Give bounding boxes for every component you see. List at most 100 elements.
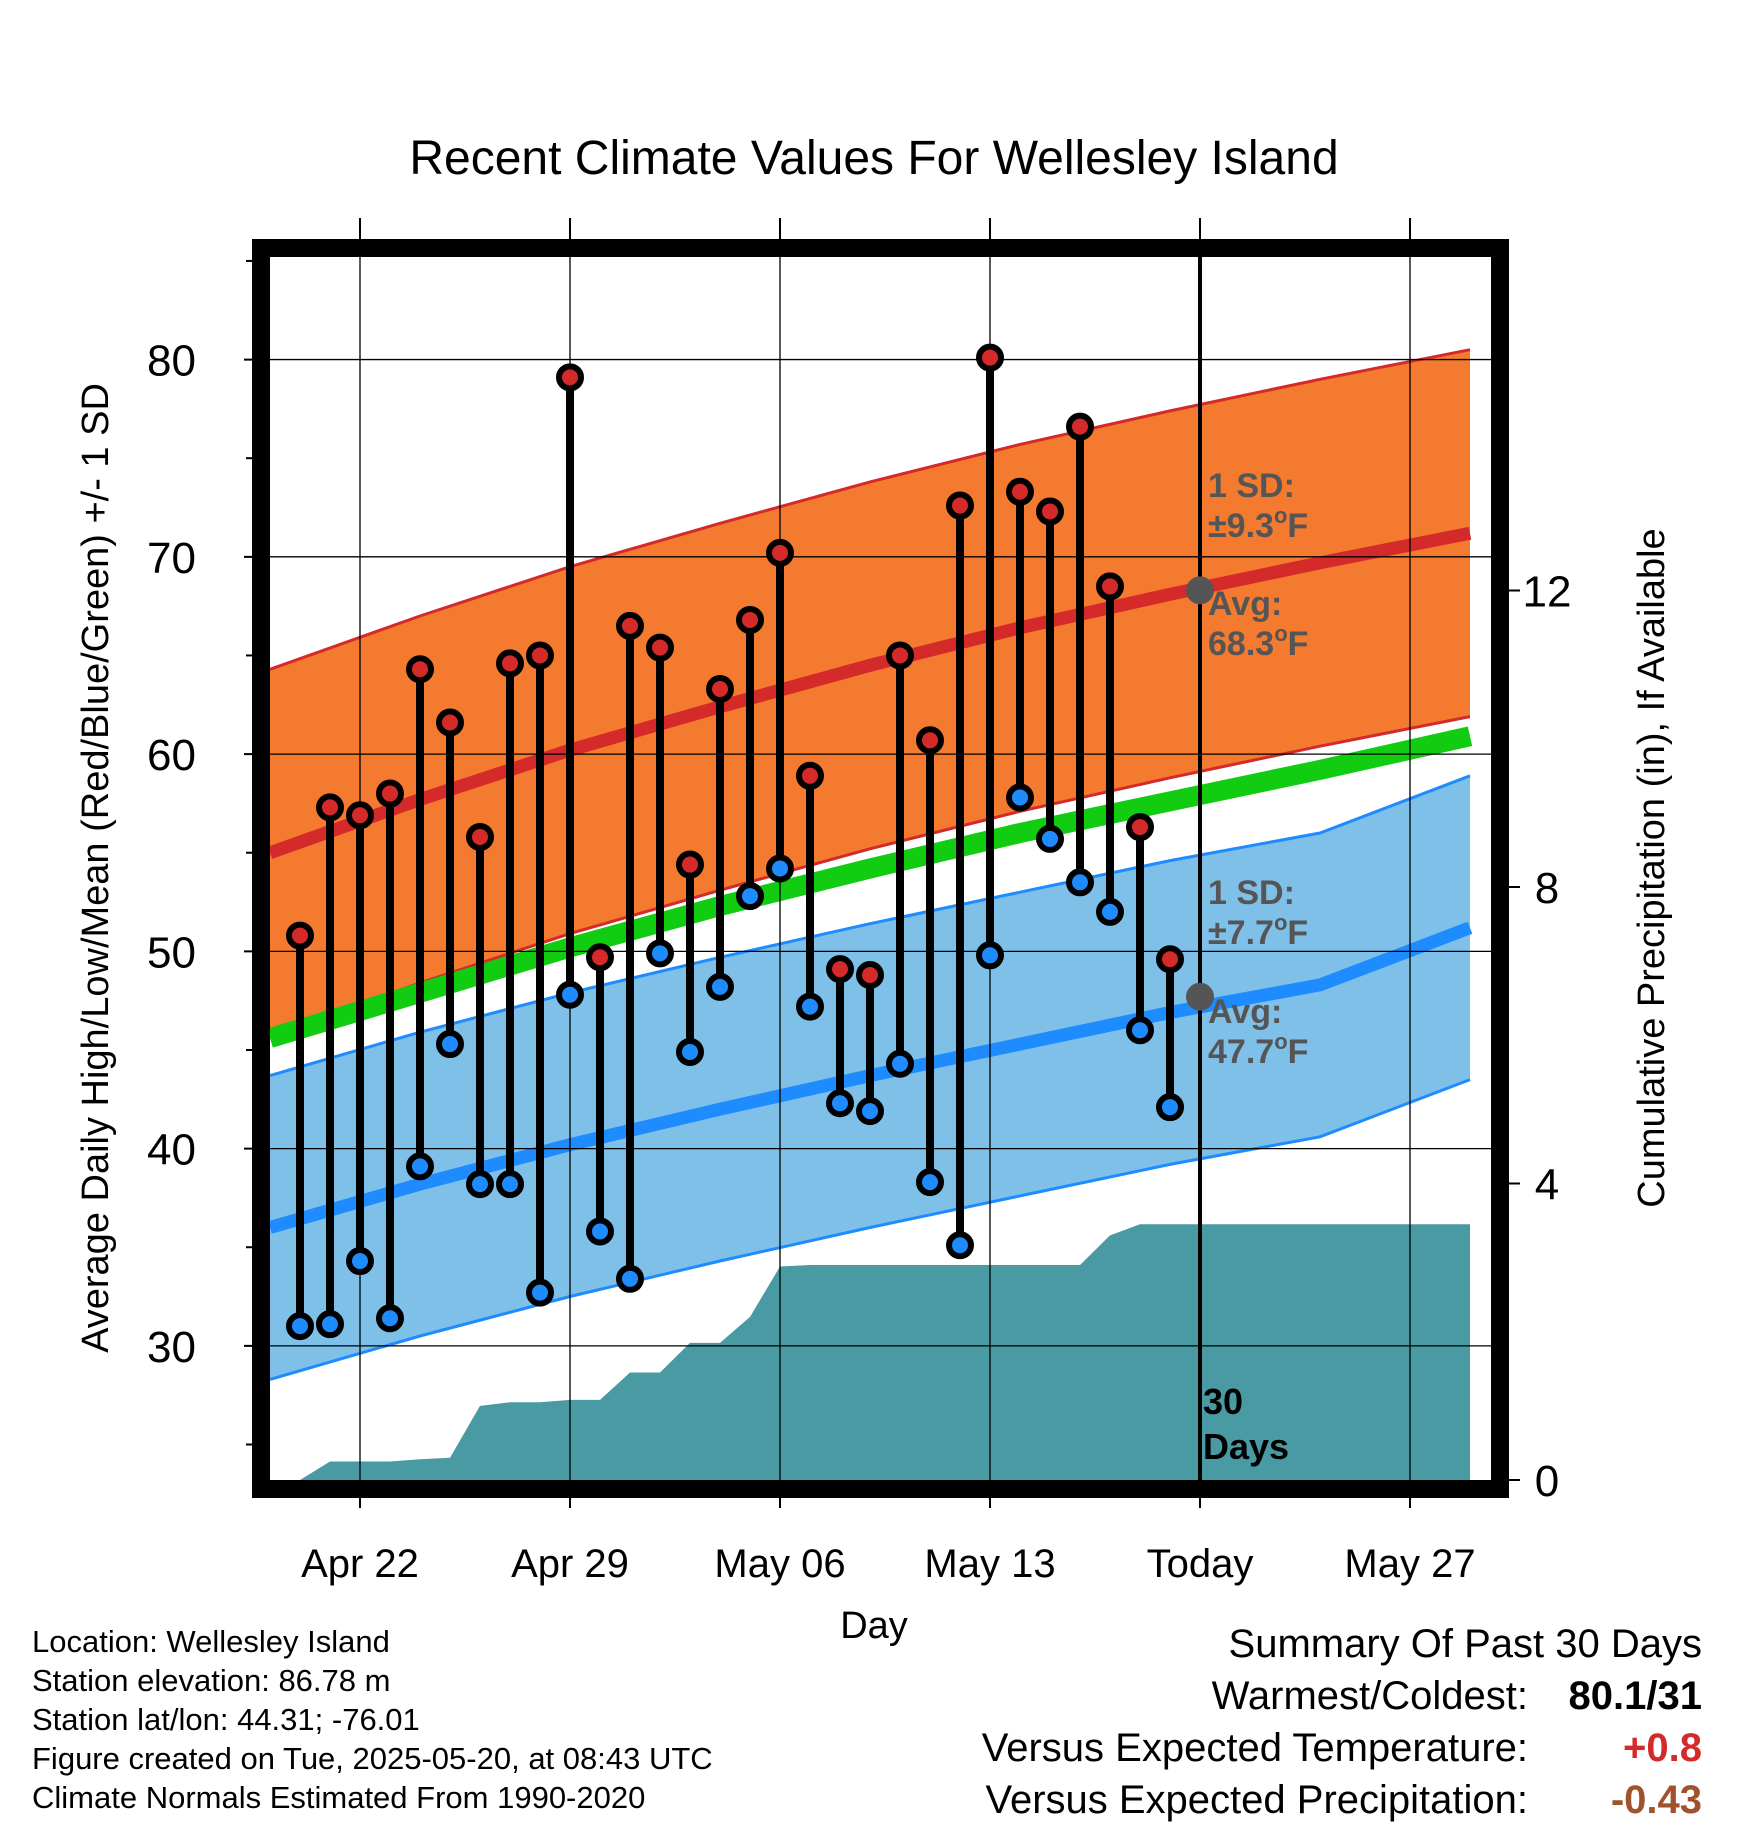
low-temp-dot — [466, 1170, 494, 1199]
low-temp-dot — [286, 1312, 314, 1341]
y2-tick-label: 12 — [1523, 568, 1572, 617]
low-avg-deg: o — [1274, 1029, 1287, 1054]
mean-normal-line — [267, 726, 1473, 1048]
high-sd-deg: o — [1274, 503, 1287, 528]
low-temp-dot — [346, 1247, 374, 1276]
y-tick-label: 80 — [147, 337, 196, 386]
low-temp-dot — [826, 1089, 854, 1118]
high-temp-dot — [946, 491, 974, 520]
high-temp-dot — [766, 538, 794, 567]
high-avg-value: 68.3oF — [1208, 621, 1308, 663]
chart-title: Recent Climate Values For Wellesley Isla… — [409, 132, 1338, 185]
low-temp-dot — [886, 1049, 914, 1078]
low-sd-upper-line — [269, 774, 1471, 1078]
warmest-coldest-value: 80.1/31 — [1568, 1674, 1702, 1718]
high-normal-line — [267, 526, 1472, 859]
y-tick-label: 70 — [147, 534, 196, 583]
low-avg-unit: F — [1288, 1033, 1309, 1071]
low-temp-dot — [646, 939, 674, 968]
days-label-number: 30 — [1203, 1381, 1243, 1422]
low-temp-dot — [316, 1310, 344, 1339]
latlon-text: Station lat/lon: 44.31; -76.01 — [32, 1702, 420, 1737]
high-temp-dot — [316, 793, 344, 822]
low-temp-dot — [436, 1030, 464, 1059]
low-sd-value: ±7.7oF — [1208, 910, 1308, 952]
axes: 30 40 50 60 70 80 0 4 8 12 Apr 22 Apr 29 May 06 May 1… — [147, 218, 1571, 1586]
high-temp-dot — [706, 674, 734, 703]
high-temp-dot — [526, 641, 554, 670]
high-temp-dot — [1066, 412, 1094, 441]
temp-departure-label: Versus Expected Temperature: — [981, 1726, 1528, 1770]
normal-annotations: 1 SD: ±9.3oF Avg: 68.3oF 1 SD: ±7.7oF Av… — [1203, 467, 1308, 1467]
low-sd-unit: F — [1287, 914, 1308, 952]
y2-tick-label: 8 — [1535, 864, 1559, 913]
low-temp-dot — [1036, 824, 1064, 853]
high-avg-unit: F — [1288, 625, 1309, 663]
x-tick-label: May 13 — [924, 1542, 1055, 1586]
precip-departure-label: Versus Expected Precipitation: — [985, 1778, 1528, 1822]
normals-text: Climate Normals Estimated From 1990-2020 — [32, 1780, 646, 1815]
high-avg-deg: o — [1274, 621, 1287, 646]
high-temp-dot — [1006, 477, 1034, 506]
summary-row-warmest: Warmest/Coldest: 80.1/31 — [802, 1670, 1702, 1722]
low-temp-dot — [1126, 1016, 1154, 1045]
high-temp-dot — [646, 633, 674, 662]
high-temp-dot — [466, 822, 494, 851]
high-temp-dot — [826, 955, 854, 984]
x-tick-label: May 27 — [1344, 1542, 1475, 1586]
high-temp-dot — [1096, 572, 1124, 601]
today-marker — [1186, 257, 1214, 1480]
summary-title: Summary Of Past 30 Days — [1228, 1622, 1702, 1666]
high-temp-dot — [436, 708, 464, 737]
low-temp-dot — [916, 1168, 944, 1197]
x-tick-label: Apr 29 — [511, 1542, 629, 1586]
low-temp-dot — [676, 1037, 704, 1066]
high-sd-label: 1 SD: — [1208, 467, 1295, 505]
high-temp-dot — [976, 343, 1004, 372]
y2-tick-label: 0 — [1535, 1457, 1559, 1506]
station-info: Location: Wellesley Island Station eleva… — [32, 1622, 713, 1817]
y-tick-label: 40 — [147, 1126, 196, 1175]
high-sd-value: ±9.3oF — [1208, 503, 1308, 545]
low-temp-dot — [766, 854, 794, 883]
high-temp-dot — [856, 961, 884, 990]
low-temp-dot — [976, 941, 1004, 970]
x-tick-label: May 06 — [714, 1542, 845, 1586]
temp-departure-value: +0.8 — [1623, 1726, 1702, 1770]
low-sd-label: 1 SD: — [1208, 874, 1295, 912]
low-temp-dot — [376, 1304, 404, 1333]
high-temp-dot — [346, 801, 374, 830]
y-tick-label: 60 — [147, 731, 196, 780]
low-avg-label: Avg: — [1208, 993, 1282, 1031]
daily-dots — [286, 343, 1184, 1341]
y-axis-label: Average Daily High/Low/Mean (Red/Blue/Gr… — [75, 383, 117, 1353]
low-temp-dot — [946, 1231, 974, 1260]
high-temp-dot — [616, 611, 644, 640]
summary-row-precip: Versus Expected Precipitation: -0.43 — [802, 1774, 1702, 1826]
high-avg-label: Avg: — [1208, 585, 1282, 623]
low-temp-dot — [706, 972, 734, 1001]
high-temp-dot — [796, 761, 824, 790]
summary-panel: Summary Of Past 30 Days Warmest/Coldest:… — [802, 1618, 1702, 1826]
low-temp-dot — [1096, 897, 1124, 926]
low-avg-today-dot — [1186, 982, 1214, 1011]
daily-range-stems — [296, 357, 1174, 1327]
high-temp-dot — [286, 921, 314, 950]
high-temp-dot — [586, 943, 614, 972]
high-temp-dot — [916, 726, 944, 755]
high-temp-dot — [1126, 813, 1154, 842]
high-temp-dot — [886, 641, 914, 670]
x-axis-label: Day — [840, 1605, 908, 1647]
low-sd-lower-line — [269, 1078, 1471, 1381]
low-temp-dot — [526, 1278, 554, 1307]
y2-tick-label: 4 — [1535, 1161, 1559, 1210]
low-temp-dot — [1006, 783, 1034, 812]
low-temp-dot — [1066, 868, 1094, 897]
high-temp-dot — [676, 850, 704, 879]
low-temp-dot — [496, 1170, 524, 1199]
high-temp-dot — [736, 605, 764, 634]
summary-row-temp: Versus Expected Temperature: +0.8 — [802, 1722, 1702, 1774]
high-avg-today-dot — [1186, 576, 1214, 605]
days-label-word: Days — [1203, 1426, 1289, 1467]
high-sd-unit: F — [1287, 507, 1308, 545]
